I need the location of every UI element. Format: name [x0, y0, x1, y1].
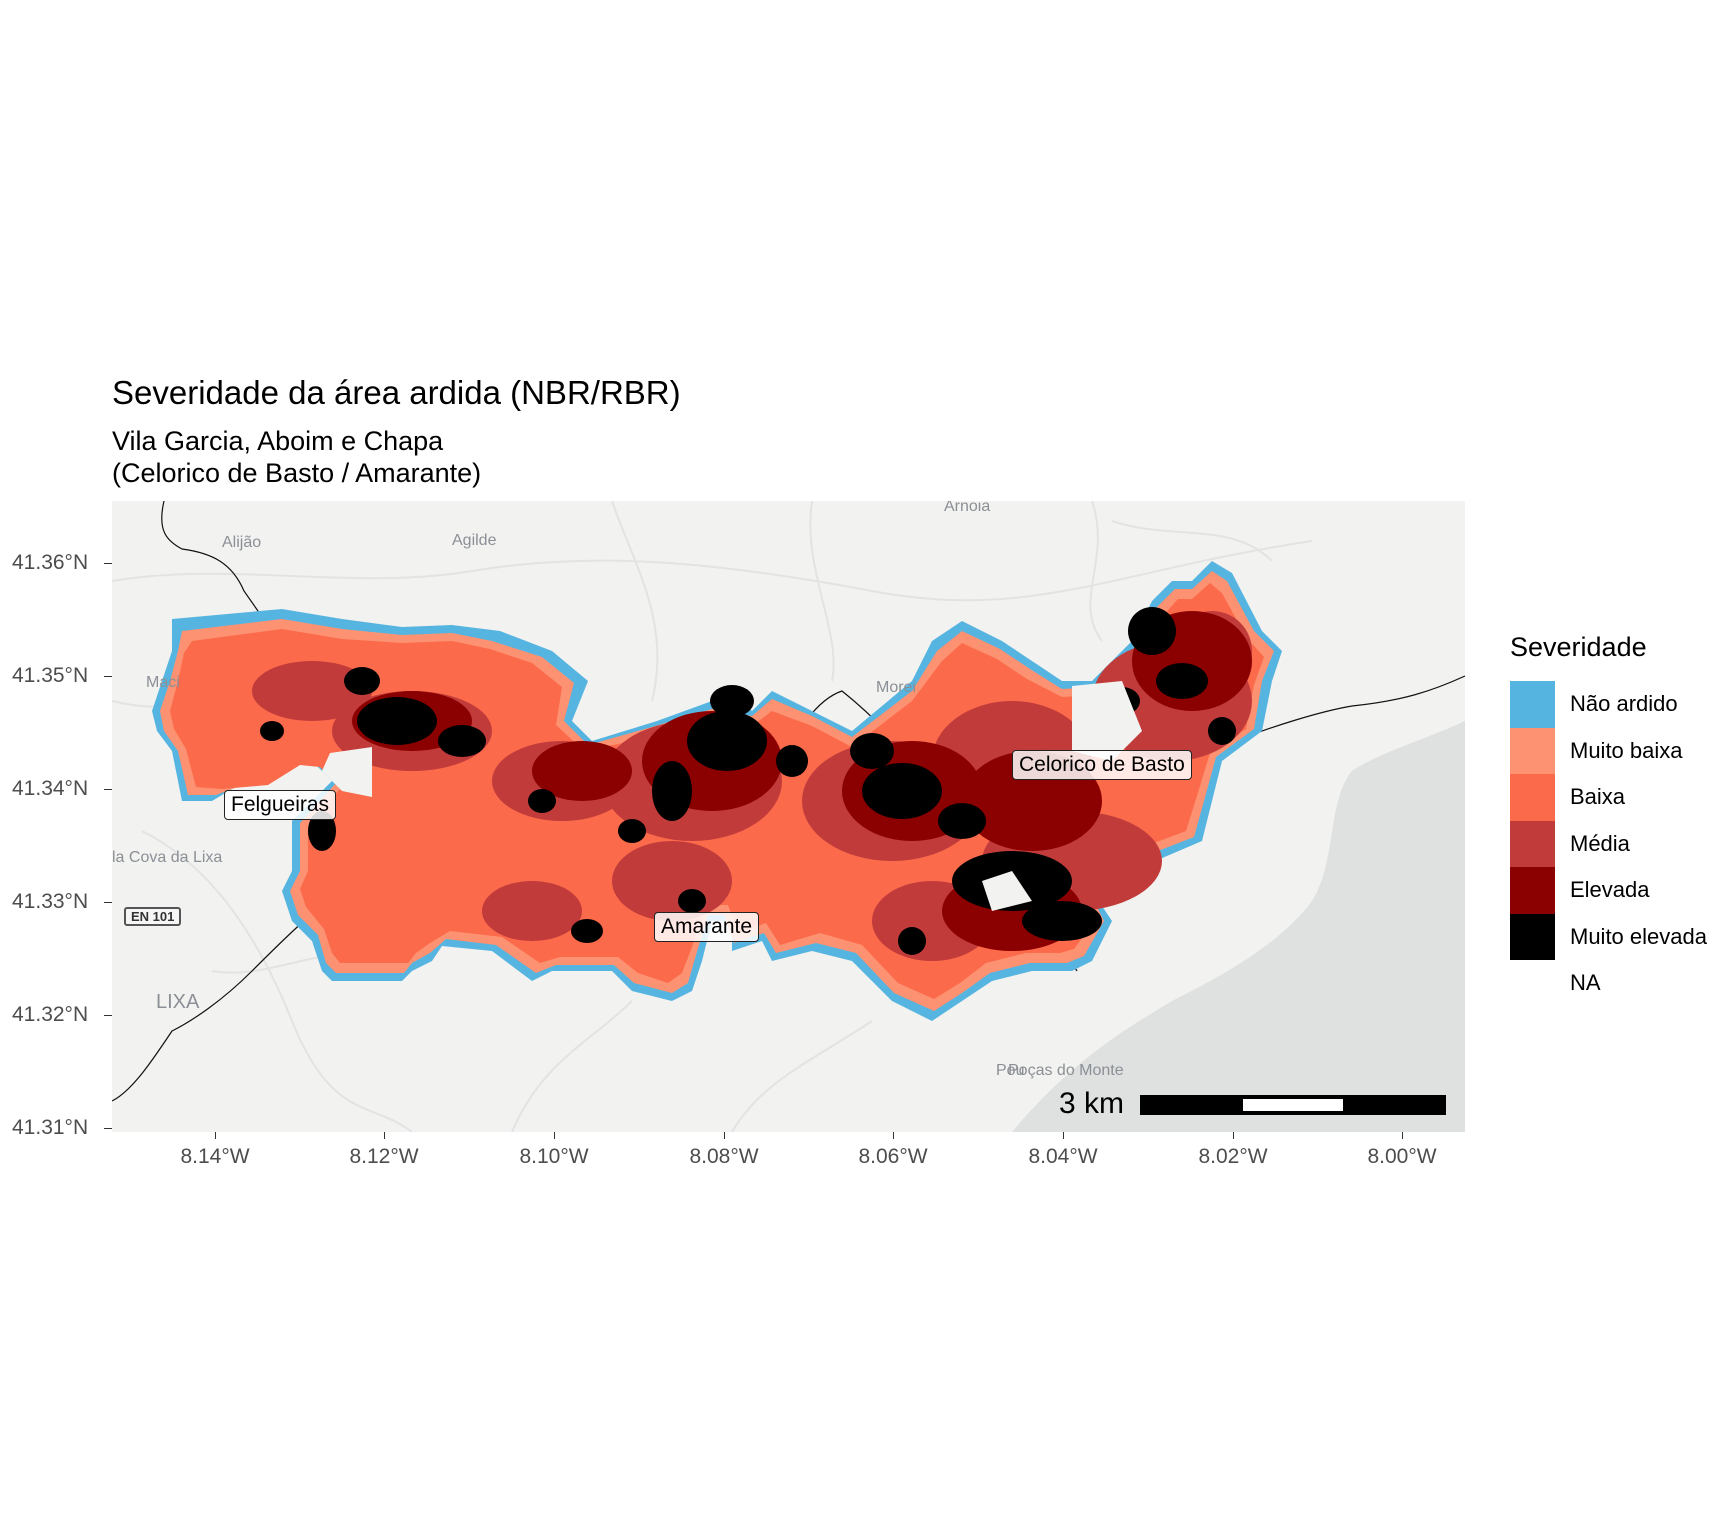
x-tick-label: 8.08°W [689, 1145, 759, 1168]
map-canvas [112, 501, 1465, 1132]
x-tick-label: 8.00°W [1367, 1145, 1437, 1168]
legend-label: Não ardido [1570, 691, 1678, 717]
subtitle-line-2: (Celorico de Basto / Amarante) [112, 458, 482, 488]
unmapped-holes [322, 681, 1142, 911]
x-tick [1063, 1132, 1064, 1139]
basemap-label-cova-lixa: la Cova da Lixa [112, 849, 223, 866]
legend-swatch [1510, 681, 1555, 728]
basemap-label-pou: Pou [996, 1062, 1025, 1079]
subtitle-line-1: Vila Garcia, Aboim e Chapa [112, 426, 444, 456]
basemap-label-alijao: Alijão [222, 534, 262, 551]
y-tick [104, 563, 112, 564]
reservoir-area [1012, 721, 1465, 1132]
x-tick-label: 8.14°W [180, 1145, 250, 1168]
y-tick-label: 41.33°N [12, 890, 89, 913]
legend-item: Muito baixa [1510, 727, 1707, 774]
y-tick [104, 1015, 112, 1016]
scalebar-segment-2 [1239, 1095, 1347, 1115]
legend-swatch [1510, 727, 1555, 774]
legend-label: Média [1570, 830, 1630, 856]
x-tick [554, 1132, 555, 1139]
map-subtitle: Vila Garcia, Aboim e Chapa (Celorico de … [112, 425, 481, 489]
x-tick-label: 8.10°W [519, 1145, 589, 1168]
burn-severity-raster [152, 561, 1282, 1021]
scalebar-segment-3 [1346, 1095, 1446, 1115]
y-tick-label: 41.35°N [12, 664, 89, 687]
legend-label: Muito elevada [1570, 923, 1707, 949]
legend: Severidade Não ardido Muito baixa Baixa … [1510, 632, 1707, 1007]
legend-label: Elevada [1570, 877, 1650, 903]
legend-items: Não ardido Muito baixa Baixa Média Eleva… [1510, 681, 1707, 1007]
legend-swatch [1510, 820, 1555, 867]
x-tick [384, 1132, 385, 1139]
legend-item: Muito elevada [1510, 913, 1707, 960]
legend-item: NA [1510, 960, 1707, 1007]
legend-swatch [1510, 913, 1555, 960]
basemap-label-pocas-monte: Poças do Monte [1008, 1062, 1124, 1079]
y-tick-label: 41.34°N [12, 777, 89, 800]
legend-item: Média [1510, 820, 1707, 867]
basemap-label-arnoia: Arnoia [944, 501, 991, 515]
map-title: Severidade da área ardida (NBR/RBR) [112, 374, 681, 411]
label-amarante: Amarante [654, 912, 760, 942]
legend-label: Baixa [1570, 784, 1626, 810]
y-tick [104, 1128, 112, 1129]
legend-item: Não ardido [1510, 681, 1707, 728]
x-tick [1402, 1132, 1403, 1139]
legend-label: Muito baixa [1570, 737, 1683, 763]
scalebar-label: 3 km [1059, 1087, 1125, 1120]
y-tick [104, 676, 112, 677]
label-felgueiras: Felgueiras [224, 790, 337, 820]
x-tick [215, 1132, 216, 1139]
x-tick [893, 1132, 894, 1139]
y-tick-label: 41.31°N [12, 1116, 89, 1139]
scalebar [1140, 1095, 1446, 1115]
legend-swatch [1510, 960, 1555, 1007]
basemap-label-moreira: Morei [876, 679, 917, 696]
legend-item: Elevada [1510, 867, 1707, 914]
x-tick [1233, 1132, 1234, 1139]
y-tick-label: 41.36°N [12, 551, 89, 574]
y-tick-label: 41.32°N [12, 1003, 89, 1026]
x-tick-label: 8.12°W [349, 1145, 419, 1168]
road-shield-en101: EN 101 [124, 907, 182, 926]
map-panel: Arnoia Alijão Agilde Maci Morei la Cova … [112, 501, 1465, 1132]
y-tick [104, 789, 112, 790]
legend-title: Severidade [1510, 632, 1647, 662]
label-celorico-de-basto: Celorico de Basto [1012, 750, 1192, 780]
x-tick-label: 8.04°W [1028, 1145, 1098, 1168]
legend-item: Baixa [1510, 774, 1707, 821]
x-tick-label: 8.02°W [1198, 1145, 1268, 1168]
x-tick [724, 1132, 725, 1139]
legend-swatch [1510, 774, 1555, 821]
legend-swatch [1510, 867, 1555, 914]
y-tick [104, 902, 112, 903]
basemap-label-lixa: LIXA [156, 991, 200, 1013]
basemap-label-agilde: Agilde [452, 532, 497, 549]
scalebar-segment-1 [1140, 1095, 1240, 1115]
basemap-label-maci: Maci [146, 674, 180, 691]
legend-label: NA [1570, 970, 1601, 996]
x-tick-label: 8.06°W [858, 1145, 928, 1168]
